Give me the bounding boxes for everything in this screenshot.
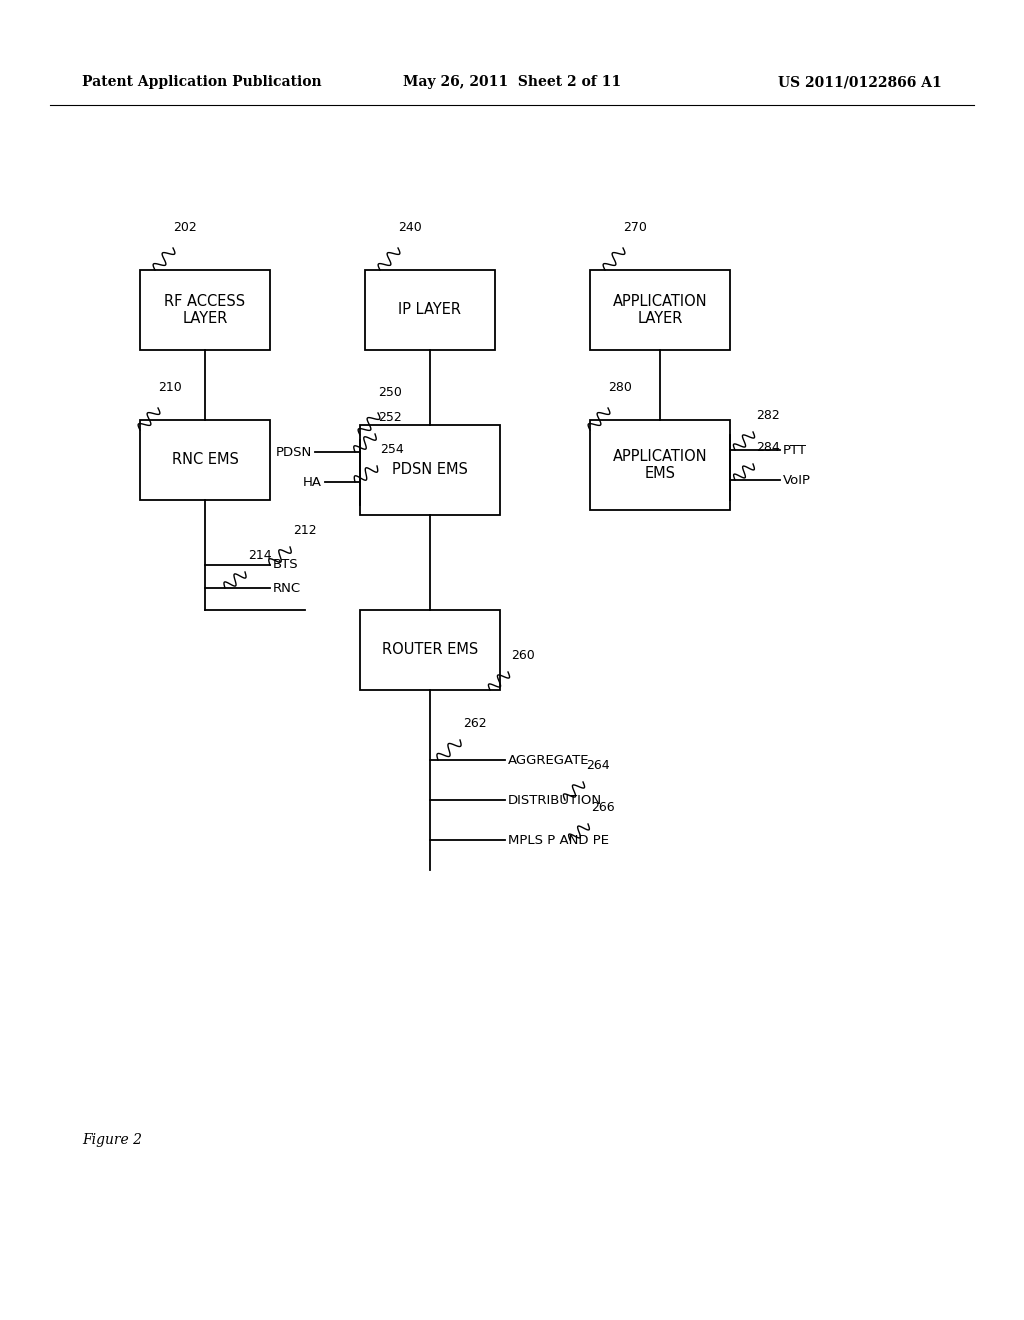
Text: DISTRIBUTION: DISTRIBUTION bbox=[508, 793, 602, 807]
Text: HA: HA bbox=[303, 475, 322, 488]
Text: 212: 212 bbox=[293, 524, 316, 537]
Text: 252: 252 bbox=[378, 411, 401, 424]
Text: APPLICATION
LAYER: APPLICATION LAYER bbox=[612, 294, 708, 326]
Text: PDSN: PDSN bbox=[275, 446, 312, 458]
Text: RNC: RNC bbox=[273, 582, 301, 594]
Text: 266: 266 bbox=[591, 801, 614, 814]
Text: RF ACCESS
LAYER: RF ACCESS LAYER bbox=[165, 294, 246, 326]
Bar bbox=[365, 271, 495, 350]
Text: 214: 214 bbox=[248, 549, 271, 562]
Text: 240: 240 bbox=[398, 220, 422, 234]
Text: 280: 280 bbox=[608, 381, 632, 393]
Text: 282: 282 bbox=[756, 409, 779, 422]
Text: Patent Application Publication: Patent Application Publication bbox=[82, 75, 322, 88]
Text: 254: 254 bbox=[380, 444, 403, 455]
Text: US 2011/0122866 A1: US 2011/0122866 A1 bbox=[778, 75, 942, 88]
Text: IP LAYER: IP LAYER bbox=[398, 302, 462, 318]
Text: VoIP: VoIP bbox=[783, 474, 811, 487]
Text: 270: 270 bbox=[623, 220, 647, 234]
Text: BTS: BTS bbox=[273, 558, 299, 572]
Text: 264: 264 bbox=[586, 759, 609, 772]
Text: 262: 262 bbox=[463, 717, 486, 730]
Text: APPLICATION
EMS: APPLICATION EMS bbox=[612, 449, 708, 482]
Bar bbox=[360, 610, 500, 690]
Bar bbox=[590, 271, 730, 350]
Bar bbox=[140, 271, 270, 350]
Text: MPLS P AND PE: MPLS P AND PE bbox=[508, 833, 609, 846]
Bar bbox=[590, 420, 730, 510]
Text: 250: 250 bbox=[378, 385, 401, 399]
Text: PDSN EMS: PDSN EMS bbox=[392, 462, 468, 478]
Text: 210: 210 bbox=[158, 381, 181, 393]
Text: May 26, 2011  Sheet 2 of 11: May 26, 2011 Sheet 2 of 11 bbox=[402, 75, 622, 88]
Text: 260: 260 bbox=[511, 649, 535, 663]
Text: RNC EMS: RNC EMS bbox=[172, 453, 239, 467]
Text: 202: 202 bbox=[173, 220, 197, 234]
Text: Figure 2: Figure 2 bbox=[82, 1133, 142, 1147]
Text: AGGREGATE: AGGREGATE bbox=[508, 754, 590, 767]
Text: PTT: PTT bbox=[783, 444, 807, 457]
Bar bbox=[360, 425, 500, 515]
Text: 284: 284 bbox=[756, 441, 779, 454]
Text: ROUTER EMS: ROUTER EMS bbox=[382, 643, 478, 657]
Bar bbox=[140, 420, 270, 500]
